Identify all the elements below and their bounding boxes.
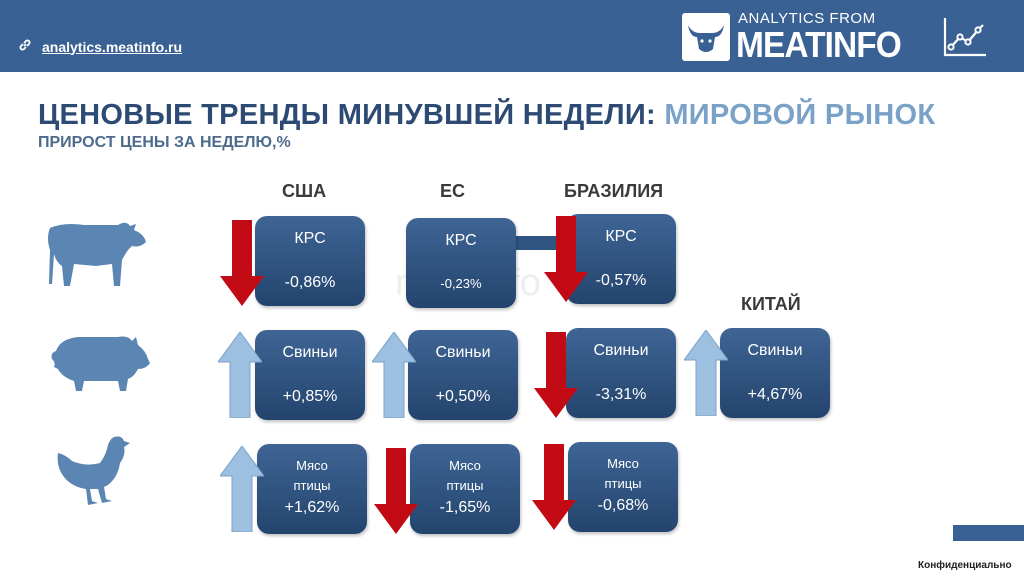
card-label: Свиньи — [282, 344, 338, 361]
card-value: -0,86% — [284, 274, 336, 291]
card-value: +0,85% — [282, 388, 338, 405]
card-label: КРС — [605, 228, 637, 245]
header-bar — [0, 0, 1024, 72]
arrow-down-icon — [544, 216, 588, 302]
card-usa-pork: Свиньи +0,85% — [255, 330, 365, 420]
title-highlight: МИРОВОЙ РЫНОК — [664, 99, 936, 131]
card-value: +1,62% — [284, 499, 340, 516]
arrow-up-icon — [218, 332, 262, 418]
line-chart-icon[interactable] — [942, 16, 988, 62]
card-value: -1,65% — [439, 499, 491, 516]
arrow-up-icon — [372, 332, 416, 418]
chicken-icon — [52, 433, 134, 515]
card-value: -0,23% — [440, 276, 482, 291]
logo-small-text: ANALYTICS FROM — [738, 10, 876, 27]
card-eu-pork: Свиньи +0,50% — [408, 330, 518, 420]
page-title: ЦЕНОВЫЕ ТРЕНДЫ МИНУВШЕЙ НЕДЕЛИ: МИРОВОЙ … — [38, 99, 935, 132]
card-label: Свиньи — [747, 342, 803, 359]
arrow-down-icon — [532, 444, 576, 530]
card-usa-poultry: Мясо птицы +1,62% — [257, 444, 367, 534]
column-header-usa: США — [282, 181, 327, 201]
column-header-brazil: БРАЗИЛИЯ — [564, 181, 664, 201]
column-header-eu: ЕС — [440, 181, 466, 201]
logo-big-text: MEATINFO — [736, 24, 902, 65]
footer-bar — [953, 525, 1024, 541]
card-eu-poultry: Мясо птицы -1,65% — [410, 444, 520, 534]
card-brazil-cattle: КРС -0,57% — [566, 214, 676, 304]
card-value: -0,57% — [595, 272, 647, 289]
card-label: КРС — [294, 230, 326, 247]
column-header-china: КИТАЙ — [741, 294, 801, 314]
card-brazil-pork: Свиньи -3,31% — [566, 328, 676, 418]
cow-icon — [44, 220, 148, 294]
arrow-down-icon — [534, 332, 578, 418]
connector-bar — [514, 236, 558, 250]
meatinfo-logo[interactable]: ANALYTICS FROM MEATINFO — [682, 10, 902, 65]
page-subtitle: ПРИРОСТ ЦЕНЫ ЗА НЕДЕЛЮ,% — [38, 134, 291, 151]
card-value: -0,68% — [597, 497, 649, 514]
card-label: Свиньи — [435, 344, 491, 361]
site-link-text[interactable]: analytics.meatinfo.ru — [42, 38, 183, 55]
card-label: Свиньи — [593, 342, 649, 359]
bull-logo-icon — [682, 13, 730, 61]
arrow-down-icon — [220, 220, 264, 306]
card-value: +0,50% — [435, 388, 491, 405]
pig-icon — [48, 333, 152, 401]
card-brazil-poultry: Мясо птицы -0,68% — [568, 442, 678, 532]
card-label: Мясо птицы — [604, 456, 642, 491]
card-value: -3,31% — [595, 386, 647, 403]
link-icon — [18, 38, 32, 55]
site-link[interactable]: analytics.meatinfo.ru — [18, 38, 182, 55]
card-usa-cattle: КРС -0,86% — [255, 216, 365, 306]
arrow-up-icon — [220, 446, 264, 532]
card-value: +4,67% — [747, 386, 803, 403]
arrow-up-icon — [684, 330, 728, 416]
arrow-down-icon — [374, 448, 418, 534]
card-eu-cattle: КРС -0,23% — [406, 218, 516, 308]
card-label: Мясо птицы — [446, 458, 484, 493]
title-main: ЦЕНОВЫЕ ТРЕНДЫ МИНУВШЕЙ НЕДЕЛИ: — [38, 99, 665, 131]
confidential-label: Конфиденциально — [918, 560, 1012, 571]
card-label: КРС — [445, 232, 477, 249]
card-china-pork: Свиньи +4,67% — [720, 328, 830, 418]
card-label: Мясо птицы — [293, 458, 331, 493]
